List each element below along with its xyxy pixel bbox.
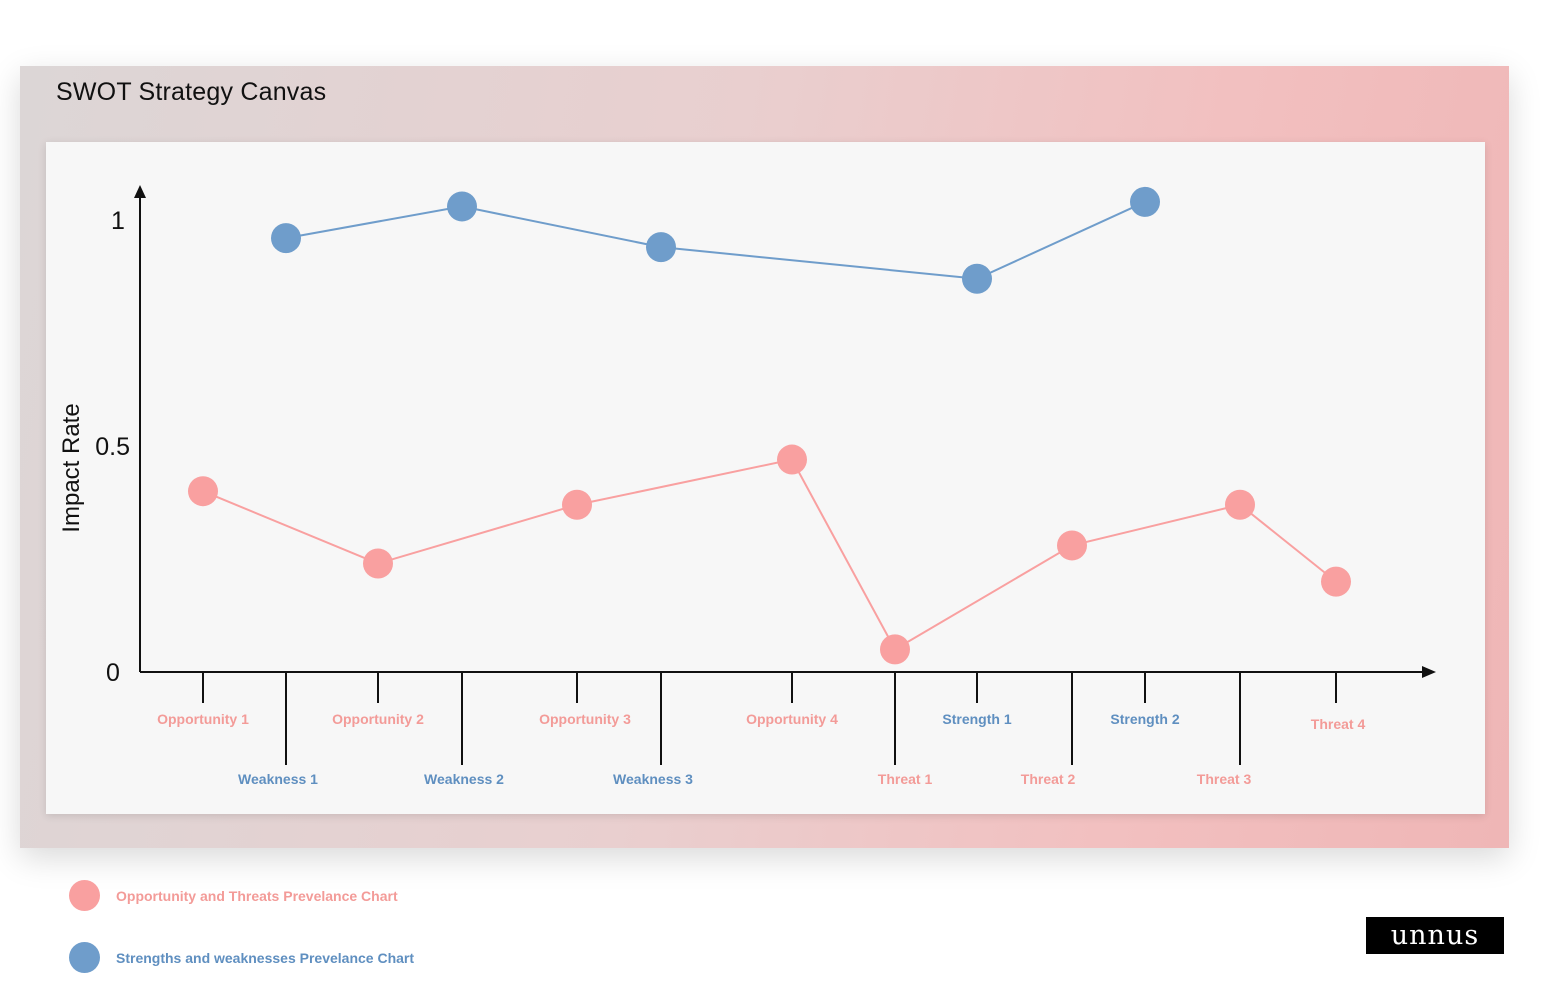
series-line-strengths-weaknesses: [285, 201, 1146, 280]
data-point-opportunity-4: [777, 444, 807, 475]
x-tick-label: Threat 3: [1197, 771, 1252, 787]
series-line-opportunity-threats: [202, 458, 1337, 651]
x-tick-label: Opportunity 3: [539, 711, 631, 727]
legend-dot-blue-icon: [69, 942, 100, 973]
x-tick-label: Opportunity 2: [332, 711, 424, 727]
data-point-threat-4: [1321, 566, 1351, 597]
page-title: SWOT Strategy Canvas: [56, 78, 327, 106]
data-point-threat-1: [880, 634, 910, 665]
chart-panel: 0 0.5 1 Impact Rate Opportunity 1 Weakness 1 O…: [46, 142, 1485, 814]
y-tick-label: 0.5: [95, 433, 130, 461]
data-point-weakness-2: [447, 191, 477, 222]
x-tick-label: Opportunity 1: [157, 711, 249, 727]
y-axis-arrow-icon: [134, 185, 146, 198]
data-point-opportunity-1: [188, 476, 218, 507]
x-tick-label: Threat 1: [878, 771, 933, 787]
x-tick-label: Strength 2: [1110, 711, 1179, 727]
brand-logo: unnus: [1366, 917, 1504, 954]
legend-dot-pink-icon: [69, 880, 100, 911]
x-axis-arrow-icon: [1422, 666, 1436, 678]
legend-label: Strengths and weaknesses Prevelance Char…: [116, 949, 415, 966]
data-point-strength-2: [1130, 186, 1160, 217]
data-point-threat-3: [1225, 489, 1255, 520]
y-tick-label: 0: [106, 659, 120, 687]
x-tick-label: Threat 2: [1021, 771, 1076, 787]
legend-item-strengths-weaknesses: Strengths and weaknesses Prevelance Char…: [69, 942, 414, 973]
data-point-weakness-1: [271, 223, 301, 254]
y-tick-label: 1: [111, 207, 125, 235]
x-tick-label: Weakness 1: [238, 771, 318, 787]
data-point-strength-1: [962, 263, 992, 294]
x-tick-label: Opportunity 4: [746, 711, 838, 727]
data-point-threat-2: [1057, 530, 1087, 561]
swot-line-chart: 0 0.5 1 Impact Rate Opportunity 1 Weakness 1 O…: [58, 185, 1436, 787]
x-tick-label: Weakness 2: [424, 771, 504, 787]
legend-label: Opportunity and Threats Prevelance Chart: [116, 887, 398, 904]
data-point-opportunity-3: [562, 489, 592, 520]
data-point-opportunity-2: [363, 548, 393, 579]
y-axis-label: Impact Rate: [58, 403, 85, 532]
x-tick-label: Weakness 3: [613, 771, 693, 787]
x-tick-label: Strength 1: [942, 711, 1011, 727]
x-tick-label: Threat 4: [1311, 716, 1366, 732]
legend-item-opportunity-threats: Opportunity and Threats Prevelance Chart: [69, 880, 398, 911]
data-point-weakness-3: [646, 232, 676, 263]
